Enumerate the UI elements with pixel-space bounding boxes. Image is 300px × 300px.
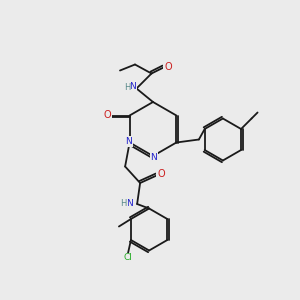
Text: O: O <box>164 61 172 72</box>
Text: H: H <box>124 82 130 91</box>
Text: N: N <box>130 82 136 91</box>
Text: O: O <box>157 169 165 179</box>
Text: H: H <box>120 199 127 208</box>
Text: N: N <box>126 200 133 208</box>
Text: Cl: Cl <box>124 254 132 262</box>
Text: N: N <box>151 153 157 162</box>
Text: N: N <box>125 137 132 146</box>
Text: O: O <box>103 110 111 121</box>
